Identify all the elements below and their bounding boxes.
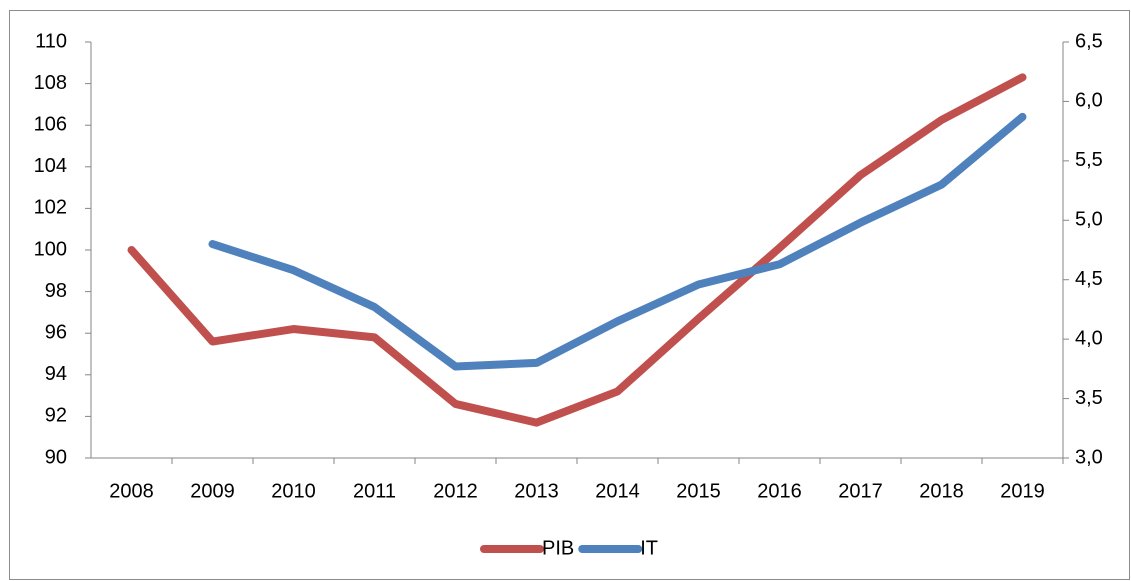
chart-frame	[9, 10, 1130, 580]
legend-label: IT	[640, 537, 658, 559]
y-tick-label: 96	[45, 321, 67, 343]
y2-tick-label: 3,0	[1075, 446, 1103, 468]
y-tick-label: 98	[45, 280, 67, 302]
x-tick-label: 2009	[190, 480, 235, 502]
x-tick-label: 2014	[595, 480, 640, 502]
y-tick-label: 90	[45, 446, 67, 468]
series-line	[208, 112, 1027, 371]
y2-tick-label: 5,5	[1075, 149, 1103, 171]
y2-tick-label: 4,5	[1075, 268, 1103, 290]
x-tick-label: 2011	[353, 480, 396, 502]
x-tick-label: 2018	[919, 480, 964, 502]
y2-tick-label: 3,5	[1075, 387, 1103, 409]
x-tick-label: 2016	[757, 480, 802, 502]
y-tick-label: 92	[45, 405, 67, 427]
x-tick-label: 2019	[1000, 480, 1045, 502]
y2-tick-label: 6,0	[1075, 90, 1103, 112]
x-tick-label: 2008	[109, 480, 154, 502]
y-tick-label: 110	[35, 30, 67, 52]
y-tick-label: 94	[45, 363, 67, 385]
x-tick-label: 2010	[271, 480, 316, 502]
y-tick-label: 108	[34, 72, 67, 94]
y-tick-label: 104	[34, 155, 67, 177]
x-tick-label: 2015	[676, 480, 721, 502]
y2-tick-label: 4,0	[1075, 327, 1103, 349]
x-tick-label: 2013	[514, 480, 559, 502]
series-line	[127, 73, 1027, 427]
y-tick-label: 100	[34, 238, 67, 260]
x-tick-label: 2017	[838, 480, 883, 502]
x-tick-label: 2012	[433, 480, 478, 502]
y2-tick-label: 5,0	[1075, 209, 1103, 231]
y-tick-label: 102	[34, 197, 67, 219]
y2-tick-label: 6,5	[1075, 30, 1103, 52]
legend-label: PIB	[542, 537, 574, 559]
y-tick-label: 106	[34, 113, 67, 135]
